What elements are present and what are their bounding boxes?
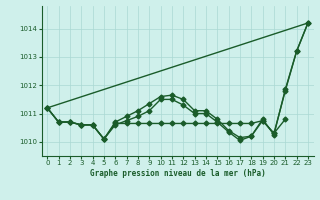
X-axis label: Graphe pression niveau de la mer (hPa): Graphe pression niveau de la mer (hPa) — [90, 169, 266, 178]
